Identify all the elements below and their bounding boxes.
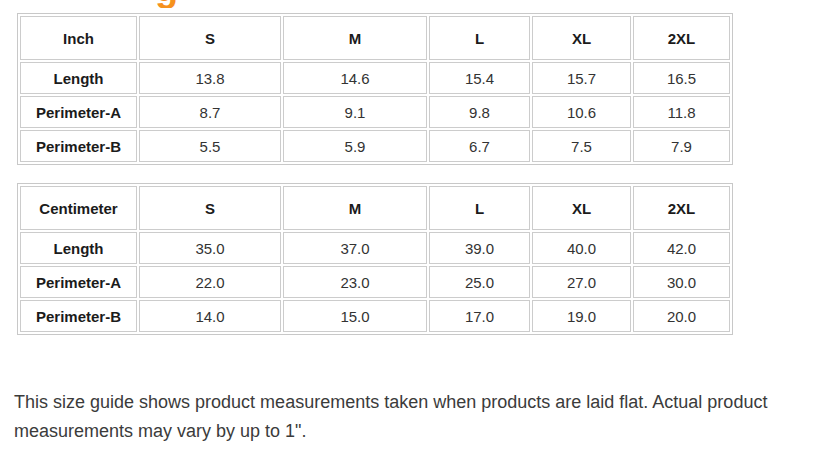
- size-column-header: L: [429, 186, 530, 230]
- row-label-cell: Perimeter-B: [20, 300, 137, 332]
- row-label-cell: Perimeter-A: [20, 266, 137, 298]
- measurement-value-cell: 8.7: [139, 96, 281, 128]
- size-column-header: 2XL: [633, 186, 730, 230]
- measurement-value-cell: 42.0: [633, 232, 730, 264]
- size-column-header: XL: [532, 186, 631, 230]
- measurement-value-cell: 5.5: [139, 130, 281, 162]
- table-row: Length 35.0 37.0 39.0 40.0 42.0: [20, 232, 730, 264]
- measurement-value-cell: 11.8: [633, 96, 730, 128]
- size-column-header: M: [283, 186, 427, 230]
- measurement-value-cell: 27.0: [532, 266, 631, 298]
- clipped-heading-letter: g: [155, 0, 201, 7]
- row-label-cell: Length: [20, 232, 137, 264]
- table-row: Perimeter-B 5.5 5.9 6.7 7.5 7.9: [20, 130, 730, 162]
- measurement-value-cell: 6.7: [429, 130, 530, 162]
- size-table-inch: Inch S M L XL 2XL Length 13.8 14.6 15.4 …: [17, 13, 733, 165]
- measurement-value-cell: 9.8: [429, 96, 530, 128]
- size-column-header: M: [283, 16, 427, 60]
- measurement-value-cell: 9.1: [283, 96, 427, 128]
- row-label-cell: Perimeter-B: [20, 130, 137, 162]
- measurement-value-cell: 25.0: [429, 266, 530, 298]
- measurement-value-cell: 7.9: [633, 130, 730, 162]
- measurement-value-cell: 23.0: [283, 266, 427, 298]
- table-row: Perimeter-A 8.7 9.1 9.8 10.6 11.8: [20, 96, 730, 128]
- measurement-value-cell: 30.0: [633, 266, 730, 298]
- size-column-header: XL: [532, 16, 631, 60]
- measurement-value-cell: 10.6: [532, 96, 631, 128]
- measurement-value-cell: 15.0: [283, 300, 427, 332]
- measurement-value-cell: 7.5: [532, 130, 631, 162]
- table-header-row: Inch S M L XL 2XL: [20, 16, 730, 60]
- size-column-header: L: [429, 16, 530, 60]
- measurement-value-cell: 15.4: [429, 62, 530, 94]
- size-guide-note: This size guide shows product measuremen…: [14, 388, 806, 446]
- unit-header-cell: Centimeter: [20, 186, 137, 230]
- table-header-row: Centimeter S M L XL 2XL: [20, 186, 730, 230]
- measurement-value-cell: 16.5: [633, 62, 730, 94]
- measurement-value-cell: 17.0: [429, 300, 530, 332]
- measurement-value-cell: 14.6: [283, 62, 427, 94]
- measurement-value-cell: 39.0: [429, 232, 530, 264]
- measurement-value-cell: 19.0: [532, 300, 631, 332]
- table-row: Length 13.8 14.6 15.4 15.7 16.5: [20, 62, 730, 94]
- table-row: Perimeter-A 22.0 23.0 25.0 27.0 30.0: [20, 266, 730, 298]
- measurement-value-cell: 20.0: [633, 300, 730, 332]
- size-column-header: 2XL: [633, 16, 730, 60]
- measurement-value-cell: 37.0: [283, 232, 427, 264]
- row-label-cell: Length: [20, 62, 137, 94]
- size-table-centimeter: Centimeter S M L XL 2XL Length 35.0 37.0…: [17, 183, 733, 335]
- measurement-value-cell: 5.9: [283, 130, 427, 162]
- size-column-header: S: [139, 186, 281, 230]
- measurement-value-cell: 40.0: [532, 232, 631, 264]
- measurement-value-cell: 35.0: [139, 232, 281, 264]
- clipped-heading-fragment: g: [155, 0, 201, 8]
- measurement-value-cell: 14.0: [139, 300, 281, 332]
- unit-header-cell: Inch: [20, 16, 137, 60]
- row-label-cell: Perimeter-A: [20, 96, 137, 128]
- measurement-value-cell: 13.8: [139, 62, 281, 94]
- size-column-header: S: [139, 16, 281, 60]
- measurement-value-cell: 15.7: [532, 62, 631, 94]
- measurement-value-cell: 22.0: [139, 266, 281, 298]
- table-row: Perimeter-B 14.0 15.0 17.0 19.0 20.0: [20, 300, 730, 332]
